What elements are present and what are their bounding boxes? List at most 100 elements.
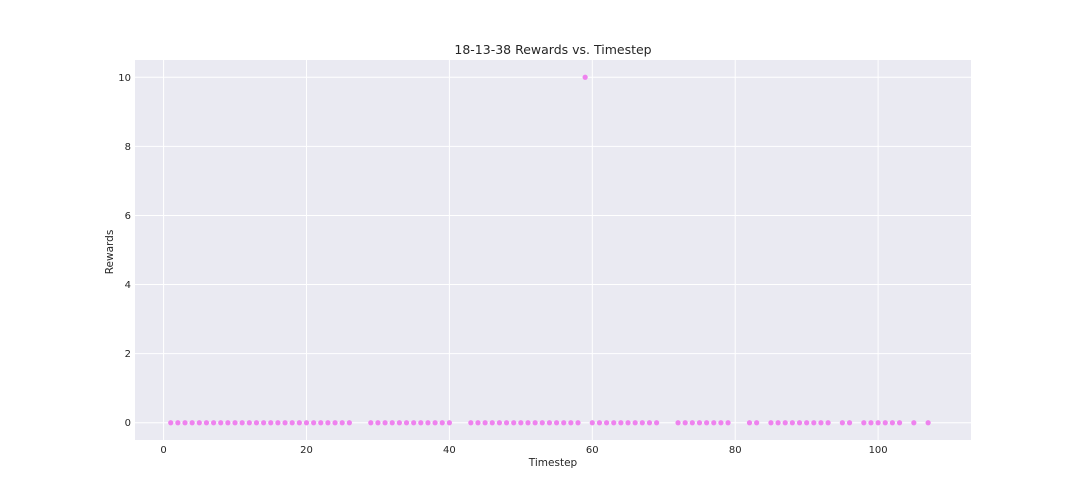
data-point <box>182 420 188 426</box>
data-point <box>711 420 717 426</box>
y-tick-label: 4 <box>125 280 131 291</box>
data-point <box>618 420 624 426</box>
x-tick-label: 80 <box>729 445 742 456</box>
data-point <box>639 420 645 426</box>
x-axis-label: Timestep <box>528 457 578 469</box>
data-point <box>675 420 681 426</box>
data-point <box>311 420 317 426</box>
data-point <box>582 74 588 80</box>
data-point <box>189 420 195 426</box>
data-point <box>511 420 517 426</box>
data-point <box>696 420 703 426</box>
data-point <box>704 420 710 426</box>
data-point <box>553 420 560 426</box>
data-point <box>225 420 231 426</box>
grid-lines <box>135 60 971 440</box>
data-point <box>232 420 238 426</box>
data-point <box>210 420 217 426</box>
data-point <box>296 420 302 426</box>
data-point <box>846 420 853 426</box>
data-point <box>768 420 774 426</box>
data-point <box>325 420 331 426</box>
data-point <box>825 420 831 426</box>
data-point <box>775 420 781 426</box>
data-point <box>303 420 310 426</box>
x-tick-label: 20 <box>300 445 313 456</box>
data-point <box>896 420 903 426</box>
y-tick-label: 8 <box>125 142 131 153</box>
data-point <box>218 420 224 426</box>
data-point <box>175 420 181 426</box>
data-point <box>532 420 538 426</box>
data-point <box>268 420 274 426</box>
data-point <box>689 420 695 426</box>
data-point <box>861 420 867 426</box>
data-point <box>482 420 488 426</box>
data-point <box>568 420 574 426</box>
data-point <box>746 420 753 426</box>
y-tick-label: 6 <box>125 211 131 222</box>
data-point <box>525 420 531 426</box>
data-point <box>575 420 581 426</box>
y-axis-label: Rewards <box>104 230 116 275</box>
data-point <box>468 420 474 426</box>
data-point <box>804 420 810 426</box>
data-point <box>289 420 295 426</box>
data-point <box>889 420 896 426</box>
data-point <box>682 420 688 426</box>
data-point <box>611 420 617 426</box>
data-point <box>561 420 567 426</box>
data-point <box>718 420 724 426</box>
data-point <box>503 420 510 426</box>
data-point <box>375 420 381 426</box>
data-point <box>496 420 503 426</box>
data-point <box>368 420 374 426</box>
data-point <box>911 420 917 426</box>
data-points <box>168 74 931 426</box>
data-point <box>411 420 417 426</box>
data-point <box>239 420 245 426</box>
data-point <box>439 420 445 426</box>
data-point <box>782 420 788 426</box>
plot-area <box>135 60 971 440</box>
data-point <box>382 420 388 426</box>
data-point <box>339 420 345 426</box>
data-point <box>425 420 431 426</box>
data-point <box>261 420 267 426</box>
data-point <box>246 420 252 426</box>
data-point <box>546 420 553 426</box>
y-tick-label: 2 <box>125 349 131 360</box>
x-tick-label: 40 <box>443 445 456 456</box>
data-point <box>318 420 324 426</box>
data-point <box>168 420 174 426</box>
data-point <box>475 420 481 426</box>
x-tick-label: 100 <box>869 445 888 456</box>
data-point <box>346 420 352 426</box>
data-point <box>589 420 595 426</box>
data-point <box>446 420 452 426</box>
data-point <box>754 420 760 426</box>
data-point <box>418 420 424 426</box>
data-point <box>432 420 438 426</box>
data-point <box>654 420 660 426</box>
y-tick-label: 10 <box>118 73 131 84</box>
x-tick-labels: 0 20 40 60 80 100 <box>160 445 887 456</box>
chart-title: 18-13-38 Rewards vs. Timestep <box>454 42 651 57</box>
y-tick-label: 0 <box>125 418 131 429</box>
data-point <box>389 420 395 426</box>
data-point <box>868 420 874 426</box>
y-tick-labels: 0 2 4 6 8 10 <box>118 73 131 429</box>
x-tick-label: 0 <box>160 445 166 456</box>
data-point <box>882 420 888 426</box>
data-point <box>332 420 338 426</box>
data-point <box>596 420 603 426</box>
data-point <box>646 420 653 426</box>
data-point <box>275 420 281 426</box>
data-point <box>603 420 610 426</box>
data-point <box>632 420 638 426</box>
data-point <box>789 420 795 426</box>
data-point <box>396 420 402 426</box>
data-point <box>811 420 817 426</box>
data-point <box>489 420 495 426</box>
